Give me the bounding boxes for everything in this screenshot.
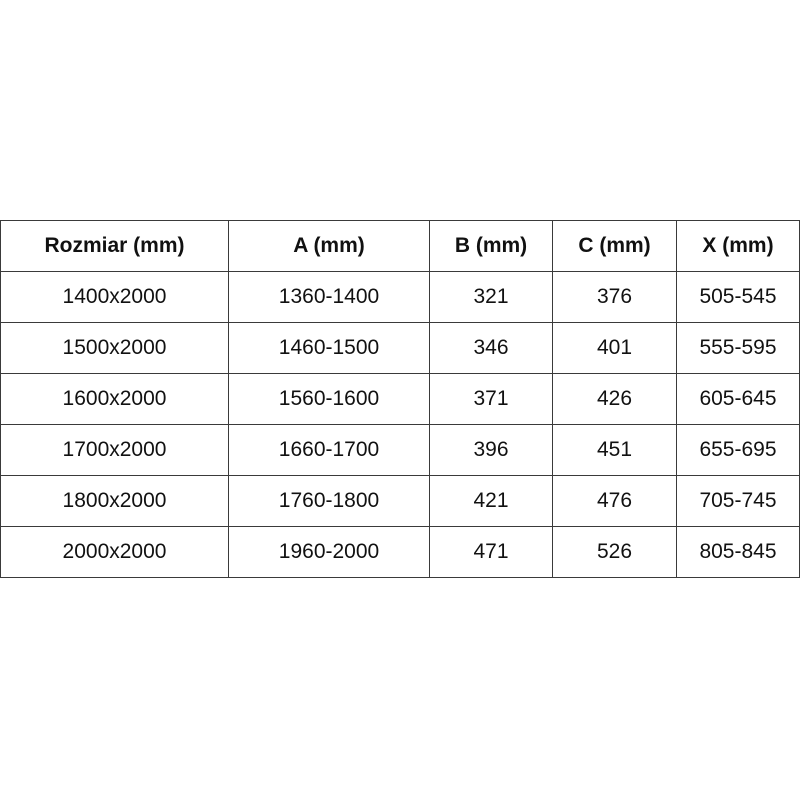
table-cell: 396 xyxy=(429,424,553,476)
table-cell: 346 xyxy=(429,322,553,374)
table-cell: 451 xyxy=(552,424,677,476)
table-cell: 2000x2000 xyxy=(0,526,229,578)
table-cell: 401 xyxy=(552,322,677,374)
table-cell: 1660-1700 xyxy=(228,424,430,476)
table-row: 1400x2000 1360-1400 321 376 505-545 xyxy=(0,271,800,323)
header-cell: C (mm) xyxy=(552,220,677,272)
header-cell: Rozmiar (mm) xyxy=(0,220,229,272)
table-cell: 471 xyxy=(429,526,553,578)
table-cell: 526 xyxy=(552,526,677,578)
table-cell: 321 xyxy=(429,271,553,323)
header-cell: B (mm) xyxy=(429,220,553,272)
table-cell: 1760-1800 xyxy=(228,475,430,527)
table-cell: 1460-1500 xyxy=(228,322,430,374)
table-cell: 605-645 xyxy=(676,373,800,425)
table-row: 1500x2000 1460-1500 346 401 555-595 xyxy=(0,322,800,374)
table-cell: 476 xyxy=(552,475,677,527)
header-cell: A (mm) xyxy=(228,220,430,272)
header-row: Rozmiar (mm) A (mm) B (mm) C (mm) X (mm) xyxy=(0,220,800,272)
table-row: 2000x2000 1960-2000 471 526 805-845 xyxy=(0,526,800,578)
table-cell: 805-845 xyxy=(676,526,800,578)
table-cell: 1700x2000 xyxy=(0,424,229,476)
table-row: 1800x2000 1760-1800 421 476 705-745 xyxy=(0,475,800,527)
table-cell: 1960-2000 xyxy=(228,526,430,578)
table-cell: 426 xyxy=(552,373,677,425)
table-cell: 371 xyxy=(429,373,553,425)
table-cell: 1360-1400 xyxy=(228,271,430,323)
table-cell: 555-595 xyxy=(676,322,800,374)
table-cell: 1560-1600 xyxy=(228,373,430,425)
table-row: 1600x2000 1560-1600 371 426 605-645 xyxy=(0,373,800,425)
table-cell: 376 xyxy=(552,271,677,323)
table-cell: 1400x2000 xyxy=(0,271,229,323)
dimensions-table: Rozmiar (mm) A (mm) B (mm) C (mm) X (mm)… xyxy=(0,220,800,578)
header-cell: X (mm) xyxy=(676,220,800,272)
table-cell: 705-745 xyxy=(676,475,800,527)
table-cell: 655-695 xyxy=(676,424,800,476)
table-cell: 1800x2000 xyxy=(0,475,229,527)
table-cell: 1500x2000 xyxy=(0,322,229,374)
table-cell: 421 xyxy=(429,475,553,527)
table-cell: 1600x2000 xyxy=(0,373,229,425)
table-cell: 505-545 xyxy=(676,271,800,323)
table-row: 1700x2000 1660-1700 396 451 655-695 xyxy=(0,424,800,476)
